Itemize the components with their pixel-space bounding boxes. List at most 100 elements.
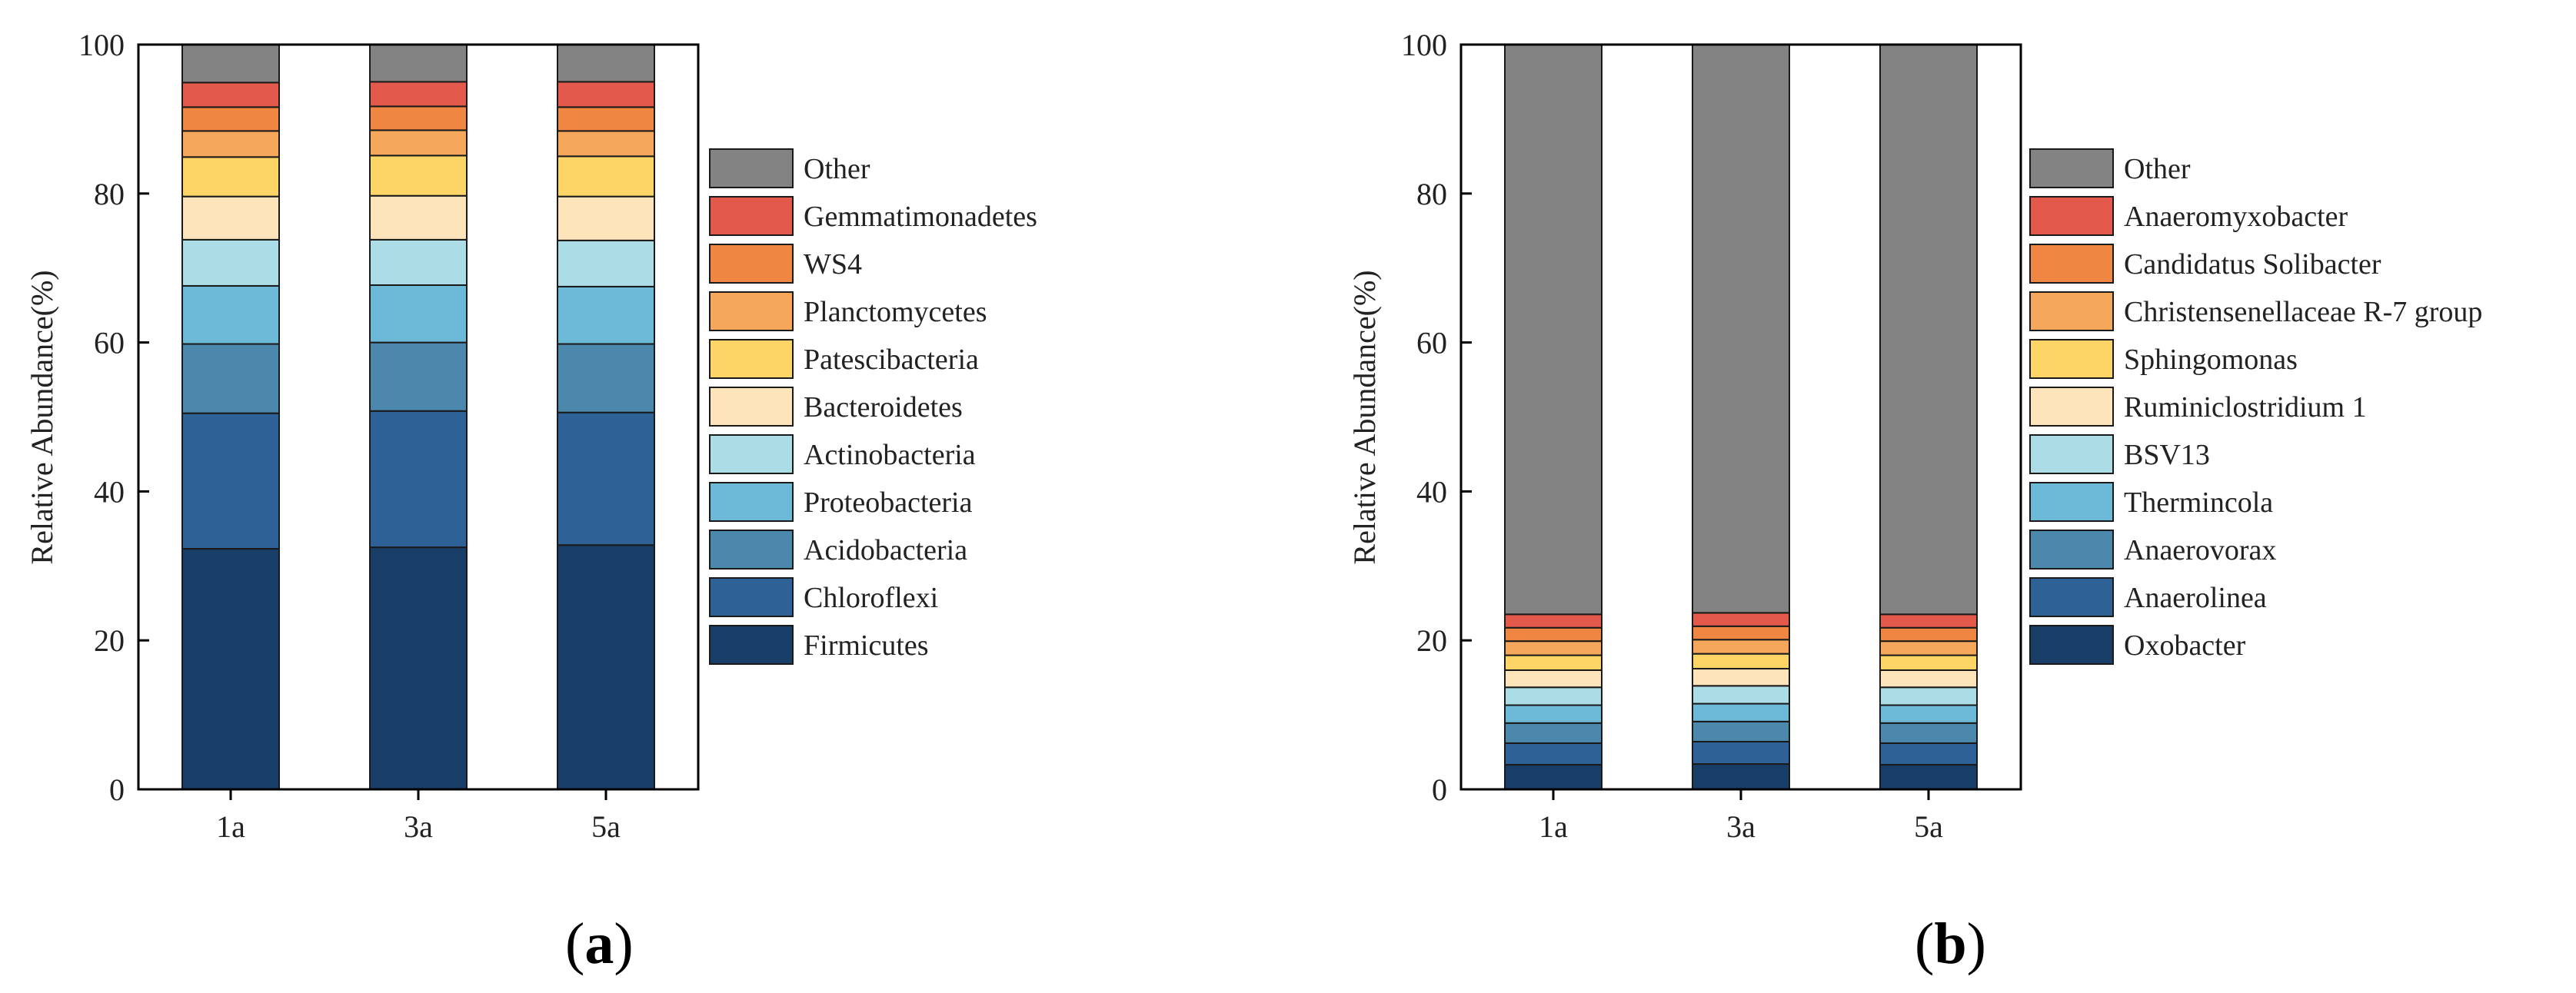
legend-swatch-gemmatimonadetes [709, 196, 794, 236]
legend-swatch-ruminiclostridium-1 [2029, 387, 2114, 427]
x-tick-label: 1a [216, 809, 245, 844]
legend-label: Oxobacter [2124, 629, 2246, 662]
legend-swatch-bsv13 [2029, 434, 2114, 474]
bar-segment-firmicutes-1a [181, 548, 280, 790]
bar-segment-bsv13-5a [1879, 686, 1978, 706]
legend-label: Candidatus Solibacter [2124, 248, 2381, 281]
bar-segment-patescibacteria-3a [369, 154, 468, 197]
legend-label: Other [804, 153, 870, 185]
bar-segment-gemmatimonadetes-1a [181, 81, 280, 108]
legend-label: Anaerovorax [2124, 534, 2276, 566]
x-tick-label: 5a [1914, 809, 1943, 844]
y-tick-label: 80 [1416, 177, 1447, 211]
y-tick-label: 0 [109, 772, 125, 807]
bar-segment-oxobacter-3a [1692, 763, 1790, 791]
legend-swatch-acidobacteria [709, 530, 794, 570]
legend-label: WS4 [804, 248, 862, 281]
legend-label: Chloroflexi [804, 582, 938, 614]
bar-segment-proteobacteria-3a [369, 284, 468, 344]
bar-segment-planctomycetes-1a [181, 130, 280, 158]
legend-swatch-anaeromyxobacter [2029, 196, 2114, 236]
bar-segment-anaerovorax-3a [1692, 720, 1790, 742]
legend-swatch-chloroflexi [709, 577, 794, 617]
bar-segment-christensenellaceae-r-7-group-3a [1692, 639, 1790, 655]
bar-segment-anaerolinea-1a [1504, 742, 1603, 766]
bar-segment-other-1a [1504, 44, 1603, 616]
bar-segment-other-3a [369, 44, 468, 83]
legend-label: Actinobacteria [804, 439, 976, 471]
bar-segment-planctomycetes-3a [369, 129, 468, 157]
bar-segment-ws4-5a [557, 106, 655, 132]
y-tick-label: 80 [94, 177, 125, 211]
legend-swatch-planctomycetes [709, 291, 794, 331]
bar-segment-chloroflexi-3a [369, 410, 468, 549]
bar-segment-oxobacter-1a [1504, 764, 1603, 791]
y-tick-label: 20 [1416, 623, 1447, 658]
caption-b-open: ( [1915, 912, 1935, 976]
caption-b: (b) [1915, 911, 1986, 978]
bar-segment-ws4-1a [181, 106, 280, 132]
legend-label: Anaeromyxobacter [2124, 201, 2348, 233]
bar-segment-planctomycetes-5a [557, 130, 655, 158]
bar-segment-sphingomonas-5a [1879, 654, 1978, 671]
bar-segment-thermincola-5a [1879, 704, 1978, 724]
legend-swatch-ws4 [709, 244, 794, 284]
caption-a-close: ) [614, 912, 634, 976]
bar-segment-bsv13-3a [1692, 685, 1790, 705]
bar-segment-firmicutes-5a [557, 544, 655, 791]
bar-segment-ruminiclostridium-1-1a [1504, 669, 1603, 689]
x-tick-label: 5a [591, 809, 621, 844]
bar-segment-oxobacter-5a [1879, 764, 1978, 791]
legend-swatch-thermincola [2029, 482, 2114, 522]
legend-swatch-sphingomonas [2029, 339, 2114, 379]
legend-label: Planctomycetes [804, 296, 987, 328]
caption-b-letter: b [1934, 912, 1967, 976]
y-axis-label: Relative Abundance(%) [1347, 270, 1382, 564]
bar-segment-anaerolinea-3a [1692, 740, 1790, 766]
legend-swatch-other [709, 148, 794, 188]
bar-segment-ruminiclostridium-1-3a [1692, 668, 1790, 687]
legend-label: Christensenellaceae R-7 group [2124, 296, 2482, 328]
bar-segment-patescibacteria-5a [557, 155, 655, 198]
legend-label: Sphingomonas [2124, 344, 2298, 376]
legend-label: Bacteroidetes [804, 391, 963, 423]
bar-segment-thermincola-3a [1692, 702, 1790, 722]
y-tick-label: 40 [1416, 474, 1447, 509]
bar-segment-sphingomonas-3a [1692, 653, 1790, 670]
bar-segment-firmicutes-3a [369, 546, 468, 790]
bar-segment-chloroflexi-5a [557, 411, 655, 546]
legend-swatch-christensenellaceae-r-7-group [2029, 291, 2114, 331]
legend-label: Ruminiclostridium 1 [2124, 391, 2367, 423]
caption-a: (a) [565, 911, 634, 978]
bar-segment-actinobacteria-3a [369, 238, 468, 286]
y-tick-label: 60 [94, 326, 125, 360]
bar-segment-candidatus-solibacter-3a [1692, 625, 1790, 641]
bar-segment-bacteroidetes-1a [181, 195, 280, 241]
bar-segment-anaerolinea-5a [1879, 742, 1978, 766]
y-tick-label: 0 [1432, 772, 1447, 807]
legend-label: Patescibacteria [804, 344, 979, 376]
bar-segment-christensenellaceae-r-7-group-5a [1879, 640, 1978, 656]
legend-swatch-bacteroidetes [709, 387, 794, 427]
legend-swatch-firmicutes [709, 625, 794, 665]
caption-a-open: ( [565, 912, 585, 976]
bar-segment-acidobacteria-3a [369, 341, 468, 412]
bar-segment-candidatus-solibacter-1a [1504, 626, 1603, 643]
y-axis-label: Relative Abundance(%) [25, 270, 59, 564]
bar-segment-bacteroidetes-5a [557, 195, 655, 241]
bar-segment-sphingomonas-1a [1504, 654, 1603, 671]
bar-segment-actinobacteria-1a [181, 238, 280, 287]
bar-segment-actinobacteria-5a [557, 239, 655, 287]
bar-segment-christensenellaceae-r-7-group-1a [1504, 640, 1603, 656]
bar-segment-other-5a [557, 44, 655, 83]
legend-label: Other [2124, 153, 2191, 185]
bar-segment-candidatus-solibacter-5a [1879, 626, 1978, 643]
bar-segment-thermincola-1a [1504, 704, 1603, 724]
bar-segment-gemmatimonadetes-3a [369, 81, 468, 108]
bar-segment-gemmatimonadetes-5a [557, 81, 655, 108]
bar-segment-ws4-3a [369, 105, 468, 131]
legend-swatch-oxobacter [2029, 625, 2114, 665]
legend-label: Anaerolinea [2124, 582, 2267, 614]
bar-segment-proteobacteria-5a [557, 285, 655, 345]
